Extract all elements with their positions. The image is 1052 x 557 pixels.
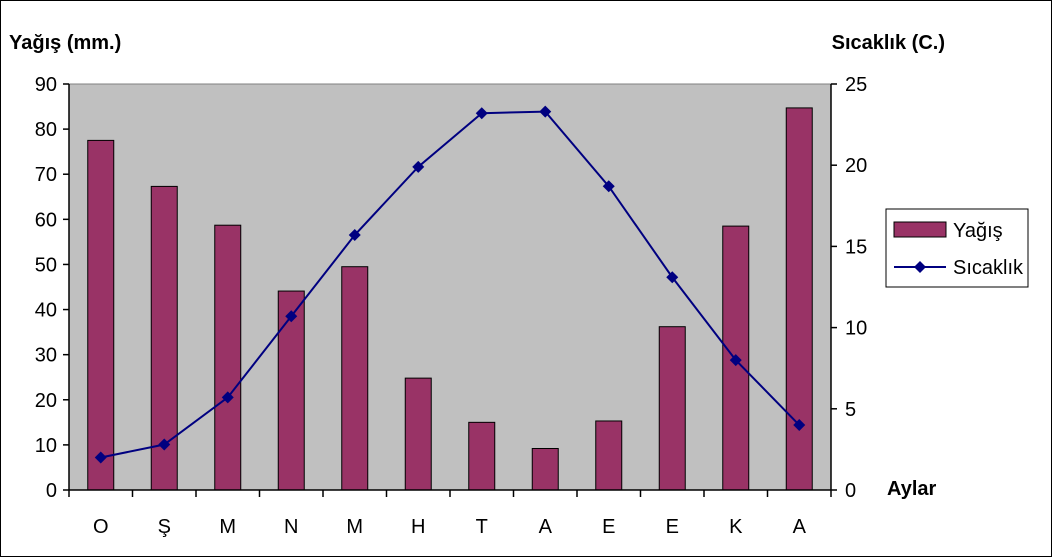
legend: Yağış Sıcaklık <box>885 208 1029 288</box>
bar-yagis-3 <box>277 290 305 491</box>
left-tick-label: 0 <box>46 480 57 502</box>
right-tick-label: 25 <box>845 74 867 96</box>
bar-yagis-2 <box>214 224 242 491</box>
plot-area <box>68 83 832 491</box>
left-tick-label: 30 <box>35 345 57 367</box>
point-sicaklik-0 <box>94 451 107 464</box>
right-tick-label: 15 <box>845 236 867 258</box>
line-layer <box>94 105 806 464</box>
left-tick-label: 10 <box>35 435 57 457</box>
right-tick-label: 5 <box>845 399 856 421</box>
legend-label-sicaklik: Sıcaklık <box>953 257 1024 279</box>
bar-yagis-9 <box>658 326 686 491</box>
x-axis-title: Aylar <box>887 478 937 500</box>
left-tick-label: 40 <box>35 300 57 322</box>
legend-diamond-marker <box>914 261 926 273</box>
bar-yagis-0 <box>87 139 115 491</box>
point-sicaklik-8 <box>602 180 615 193</box>
bar-yagis-4 <box>341 266 369 491</box>
point-sicaklik-3 <box>285 310 298 323</box>
right-tick-label: 10 <box>845 318 867 340</box>
x-tick-label: O <box>93 516 109 538</box>
bar-yagis-11 <box>785 107 813 491</box>
x-tick-label: N <box>284 516 298 538</box>
right-tick-label: 0 <box>845 480 856 502</box>
bar-yagis-7 <box>531 447 559 491</box>
x-tick-label: E <box>666 516 679 538</box>
x-tick-label: A <box>793 516 807 538</box>
x-tick-label: A <box>539 516 553 538</box>
x-tick-label: Ş <box>158 516 171 538</box>
point-sicaklik-4 <box>348 229 361 242</box>
point-sicaklik-7 <box>539 105 552 118</box>
left-tick-label: 70 <box>35 164 57 186</box>
point-sicaklik-6 <box>475 107 488 120</box>
point-sicaklik-1 <box>158 438 171 451</box>
point-sicaklik-9 <box>666 271 679 284</box>
x-tick-label: M <box>219 516 236 538</box>
left-tick-label: 50 <box>35 254 57 276</box>
point-sicaklik-2 <box>221 391 234 404</box>
line-sicaklik <box>100 110 800 459</box>
bar-yagis-6 <box>468 421 496 491</box>
point-sicaklik-5 <box>412 160 425 173</box>
bar-yagis-8 <box>595 420 623 491</box>
legend-bar-swatch <box>893 221 947 238</box>
x-tick-label: K <box>729 516 743 538</box>
left-tick-label: 20 <box>35 390 57 412</box>
x-tick-label: T <box>476 516 488 538</box>
x-tick-label: H <box>411 516 425 538</box>
left-tick-label: 60 <box>35 209 57 231</box>
right-axis-title: Sıcaklık (C.) <box>832 32 945 54</box>
left-tick-label: 80 <box>35 119 57 141</box>
axes-layer: 0 10 20 30 40 50 60 70 80 90 0 5 10 15 20 25 O Ş M N M H T A E E K… <box>35 74 868 538</box>
x-tick-label: E <box>602 516 615 538</box>
right-tick-label: 20 <box>845 155 867 177</box>
left-axis-title: Yağış (mm.) <box>9 32 121 54</box>
point-sicaklik-10 <box>729 354 742 367</box>
point-sicaklik-11 <box>793 419 806 432</box>
x-tick-label: M <box>346 516 363 538</box>
left-tick-label: 90 <box>35 74 57 96</box>
bar-yagis-5 <box>404 377 432 491</box>
legend-label-yagis: Yağış <box>953 220 1003 242</box>
